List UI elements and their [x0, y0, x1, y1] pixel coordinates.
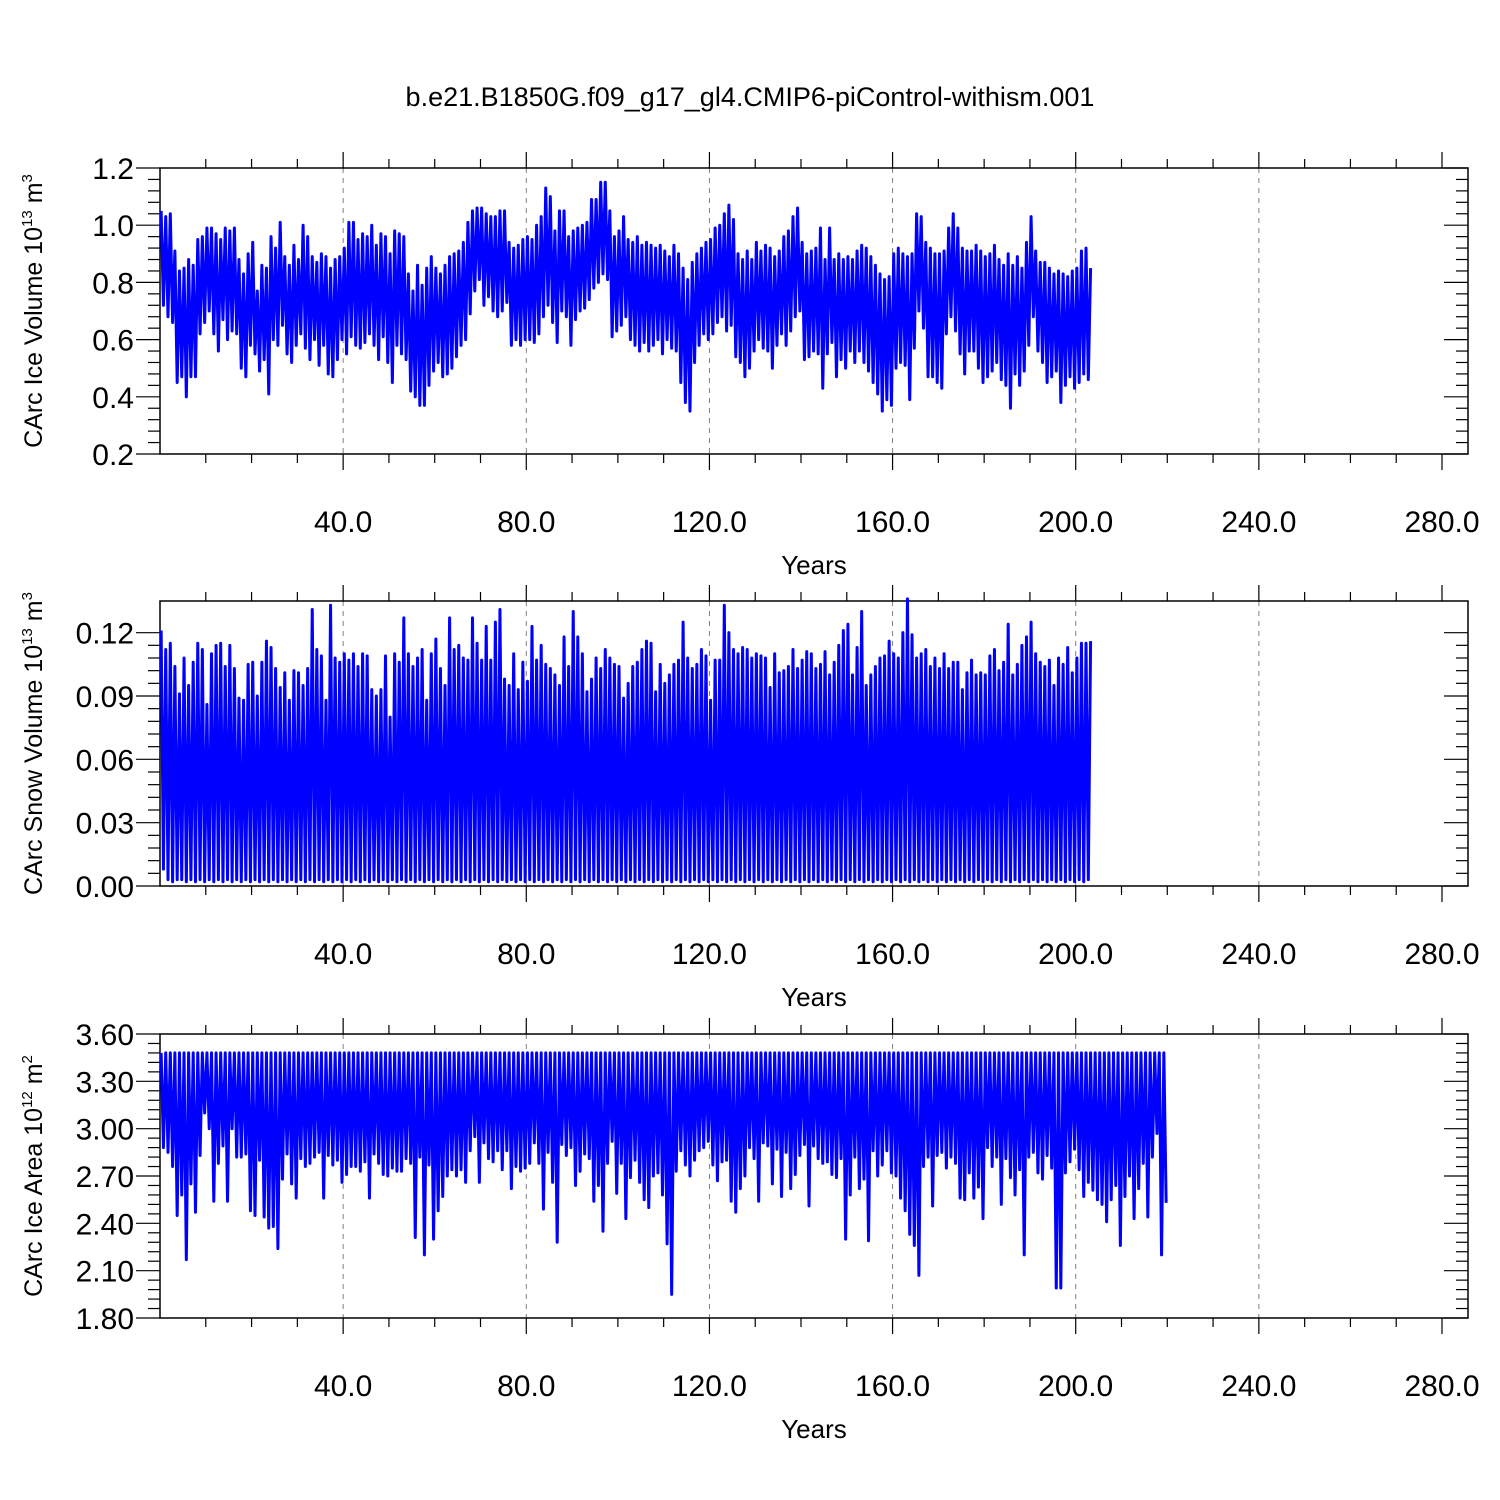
chart-title: b.e21.B1850G.f09_g17_gl4.CMIP6-piControl…	[406, 82, 1095, 112]
y-axis-label: CArc Ice Volume 1013 m3	[19, 174, 48, 448]
x-tick-label: 120.0	[672, 506, 747, 539]
plot-frame	[159, 167, 1469, 455]
y-tick-label: 2.40	[76, 1208, 134, 1241]
x-tick-label: 280.0	[1404, 506, 1479, 539]
y-tick-label: 1.2	[92, 153, 134, 186]
plot-frame	[159, 600, 1469, 887]
y-tick-label: 0.09	[76, 681, 134, 714]
x-tick-label: 240.0	[1221, 938, 1296, 971]
x-tick-label: 280.0	[1404, 1370, 1479, 1403]
x-tick-label: 80.0	[497, 506, 555, 539]
y-tick-label: 2.70	[76, 1161, 134, 1194]
y-tick-label: 3.00	[76, 1114, 134, 1147]
x-tick-label: 280.0	[1404, 938, 1479, 971]
series-line-1	[159, 597, 1093, 884]
y-tick-label: 0.4	[92, 382, 134, 415]
x-tick-label: 40.0	[314, 938, 372, 971]
x-tick-label: 80.0	[497, 1370, 555, 1403]
y-tick-label: 0.6	[92, 325, 134, 358]
x-tick-label: 200.0	[1038, 1370, 1113, 1403]
x-tick-label: 200.0	[1038, 506, 1113, 539]
x-axis-label: Years	[781, 1414, 847, 1444]
y-tick-label: 0.12	[76, 618, 134, 651]
panel-2: 0.00 0.03 0.06 0.09 0.12 40.0 80.0 120.0 160.0 20…	[19, 585, 1480, 1012]
x-tick-label: 40.0	[314, 1370, 372, 1403]
x-tick-label: 40.0	[314, 506, 372, 539]
x-tick-label: 160.0	[855, 1370, 930, 1403]
series-line-1	[159, 180, 1093, 413]
x-tick-label: 240.0	[1221, 1370, 1296, 1403]
x-tick-label: 120.0	[672, 1370, 747, 1403]
x-tick-label: 120.0	[672, 938, 747, 971]
y-axis-label: CArc Snow Volume 1013 m3	[19, 592, 48, 895]
y-tick-label: 2.10	[76, 1256, 134, 1289]
y-tick-label: 3.60	[76, 1019, 134, 1052]
series-line-1	[159, 1051, 1168, 1296]
x-tick-label: 160.0	[855, 506, 930, 539]
y-tick-label: 1.0	[92, 210, 134, 243]
x-tick-label: 160.0	[855, 938, 930, 971]
x-tick-label: 200.0	[1038, 938, 1113, 971]
x-tick-label: 240.0	[1221, 506, 1296, 539]
y-tick-label: 1.80	[76, 1303, 134, 1336]
x-axis-label: Years	[781, 982, 847, 1012]
y-tick-label: 0.2	[92, 439, 134, 472]
x-axis-label: Years	[781, 550, 847, 580]
y-tick-label: 0.03	[76, 808, 134, 841]
y-tick-label: 0.00	[76, 871, 134, 904]
y-tick-label: 0.06	[76, 744, 134, 777]
y-axis-label: CArc Ice Area 1012 m2	[19, 1055, 48, 1297]
y-tick-label: 0.8	[92, 267, 134, 300]
panel-3: 1.80 2.10 2.40 2.70 3.00 3.30 3.60 40.0 80.0 120.…	[19, 1018, 1480, 1444]
panel-1: 0.2 0.4 0.6 0.8 1.0 1.2 40.0 80.0 120.0 160.0 200.…	[19, 152, 1480, 580]
y-tick-label: 3.30	[76, 1066, 134, 1099]
x-tick-label: 80.0	[497, 938, 555, 971]
